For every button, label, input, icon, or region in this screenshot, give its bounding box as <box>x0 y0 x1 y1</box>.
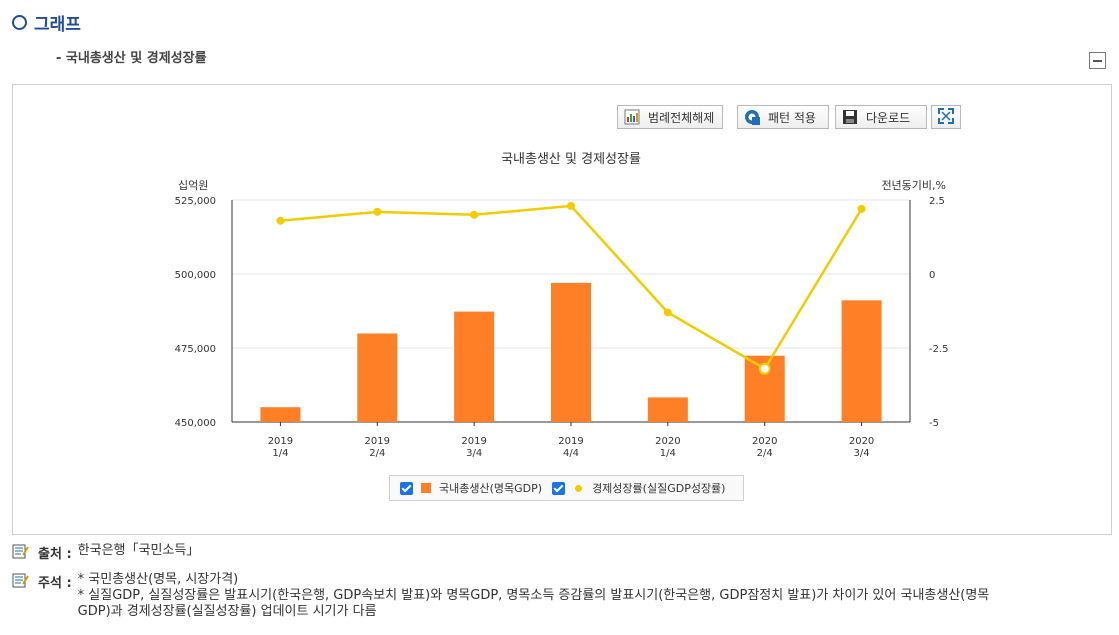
point-growth <box>758 362 771 375</box>
bar-gdp <box>357 333 398 422</box>
point-growth <box>373 207 382 216</box>
point-growth <box>663 308 672 317</box>
bar-gdp <box>551 282 591 422</box>
checkbox-gdp[interactable] <box>400 481 413 495</box>
note-icon <box>12 543 30 559</box>
x-tick-label-quarter: 3/4 <box>466 448 482 459</box>
bar-gdp <box>260 407 301 422</box>
chart-subtitle: - 국내총생산 및 경제성장률 <box>56 51 207 66</box>
remark-body: * 국민총생산(명목, 시장가격) * 실질GDP, 실질성장률은 발표시기(한… <box>78 572 1098 620</box>
x-tick-label-quarter: 1/4 <box>660 448 676 459</box>
y-right-tick-label: 2.5 <box>929 196 945 207</box>
chart-legend: 국내총생산(명목GDP) 경제성장률(실질GDP성장률) <box>389 475 744 501</box>
pattern-label: 패턴 적용 <box>768 110 816 125</box>
x-tick-label-year: 2020 <box>655 436 680 447</box>
source-key: 출처 : <box>38 547 72 562</box>
pattern-button[interactable]: 패턴 적용 <box>737 105 829 129</box>
x-tick-label-quarter: 2/4 <box>757 448 773 459</box>
section-title: 그래프 <box>12 10 81 35</box>
fullscreen-button[interactable] <box>931 105 961 129</box>
point-growth <box>470 210 479 219</box>
y-left-tick-label: 500,000 <box>175 270 216 281</box>
bar-gdp <box>454 311 495 422</box>
legend-swatch-gdp <box>421 483 431 493</box>
legend-toggle-button[interactable]: 범례전체해제 <box>617 105 724 129</box>
x-tick-label-year: 2020 <box>849 436 874 447</box>
source-text: 한국은행「국민소득」 <box>77 543 200 558</box>
point-growth <box>276 216 285 225</box>
y-left-tick-label: 475,000 <box>175 344 216 355</box>
x-tick-label-year: 2019 <box>268 436 293 447</box>
point-growth <box>567 201 575 210</box>
y-left-tick-label: 450,000 <box>175 418 216 429</box>
remark-key: 주석 : <box>38 576 72 591</box>
section-title-text: 그래프 <box>34 15 81 35</box>
x-tick-label-quarter: 4/4 <box>563 448 579 459</box>
refresh-icon <box>744 109 760 125</box>
circle-bullet-icon <box>12 15 27 30</box>
x-tick-label-quarter: 3/4 <box>854 448 870 459</box>
legend-label-gdp: 국내총생산(명목GDP) <box>439 482 543 495</box>
x-tick-label-year: 2020 <box>752 436 777 447</box>
x-tick-label-quarter: 1/4 <box>272 448 288 459</box>
x-tick-label-year: 2019 <box>365 436 390 447</box>
bar-chart-icon <box>624 109 640 125</box>
collapse-icon[interactable] <box>1089 52 1106 69</box>
expand-icon <box>938 107 954 127</box>
source-note: 출처 : 한국은행「국민소득」 <box>12 543 199 562</box>
remark-line-2: * 실질GDP, 실질성장률은 발표시기(한국은행, GDP속보치 발표)와 명… <box>77 588 990 603</box>
legend-swatch-growth <box>575 484 583 492</box>
remark-note: 주석 : * 국민총생산(명목, 시장가격) * 실질GDP, 실질성장률은 발… <box>12 572 1098 620</box>
save-icon <box>842 109 858 125</box>
download-button[interactable]: 다운로드 <box>835 105 927 129</box>
checkbox-growth[interactable] <box>552 481 566 495</box>
y-right-tick-label: -2.5 <box>929 344 949 355</box>
bar-gdp <box>647 397 688 422</box>
y-right-tick-label: 0 <box>929 270 935 281</box>
legend-toggle-label: 범례전체해제 <box>648 110 715 125</box>
y-right-axis-label: 전년동기비,% <box>881 179 946 192</box>
remark-line-3: GDP)과 경제성장률(실질성장률) 업데이트 시기가 다름 <box>77 604 377 619</box>
bar-gdp <box>841 300 882 422</box>
y-left-tick-label: 525,000 <box>175 196 216 207</box>
x-tick-label-year: 2019 <box>558 436 583 447</box>
point-growth <box>857 204 866 213</box>
legend-label-growth: 경제성장률(실질GDP성장률) <box>592 482 726 495</box>
download-label: 다운로드 <box>866 110 911 125</box>
remark-line-1: * 국민총생산(명목, 시장가격) <box>77 572 239 587</box>
legend-item-growth[interactable]: 경제성장률(실질GDP성장률) <box>552 480 725 496</box>
note-icon <box>12 572 30 588</box>
y-right-tick-label: -5 <box>929 418 939 429</box>
x-tick-label-year: 2019 <box>461 436 486 447</box>
y-left-axis-label: 십억원 <box>178 179 208 192</box>
chart-title: 국내총생산 및 경제성장률 <box>501 152 641 167</box>
legend-item-gdp[interactable]: 국내총생산(명목GDP) <box>400 480 542 496</box>
x-tick-label-quarter: 2/4 <box>369 448 385 459</box>
